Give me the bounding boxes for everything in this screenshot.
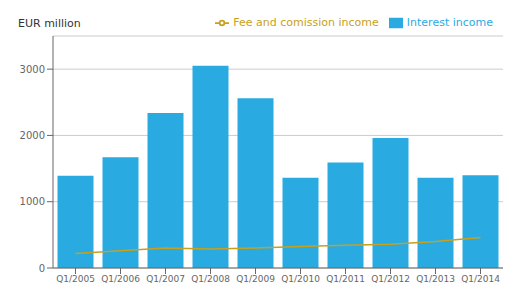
svg-text:3000: 3000 (20, 64, 45, 75)
html-text:Fee and comission income: Fee and comission income (233, 16, 379, 29)
html-text:EUR million: EUR million (18, 17, 81, 30)
html-text:Interest income: Interest income (406, 16, 493, 29)
svg-text:Q1/2014: Q1/2014 (461, 274, 500, 284)
svg-text:Q1/2012: Q1/2012 (371, 274, 410, 284)
svg-text:Q1/2006: Q1/2006 (101, 274, 140, 284)
svg-text:Q1/2011: Q1/2011 (326, 274, 365, 284)
svg-text:0: 0 (39, 263, 45, 274)
svg-text:2000: 2000 (20, 130, 45, 141)
svg-text:Q1/2013: Q1/2013 (416, 274, 455, 284)
svg-text:Q1/2010: Q1/2010 (281, 274, 320, 284)
svg-text:Q1/2009: Q1/2009 (236, 274, 275, 284)
svg-text:Q1/2008: Q1/2008 (191, 274, 230, 284)
svg-text:Q1/2005: Q1/2005 (56, 274, 95, 284)
svg-text:1000: 1000 (20, 196, 45, 207)
svg-text:Q1/2007: Q1/2007 (146, 274, 185, 284)
